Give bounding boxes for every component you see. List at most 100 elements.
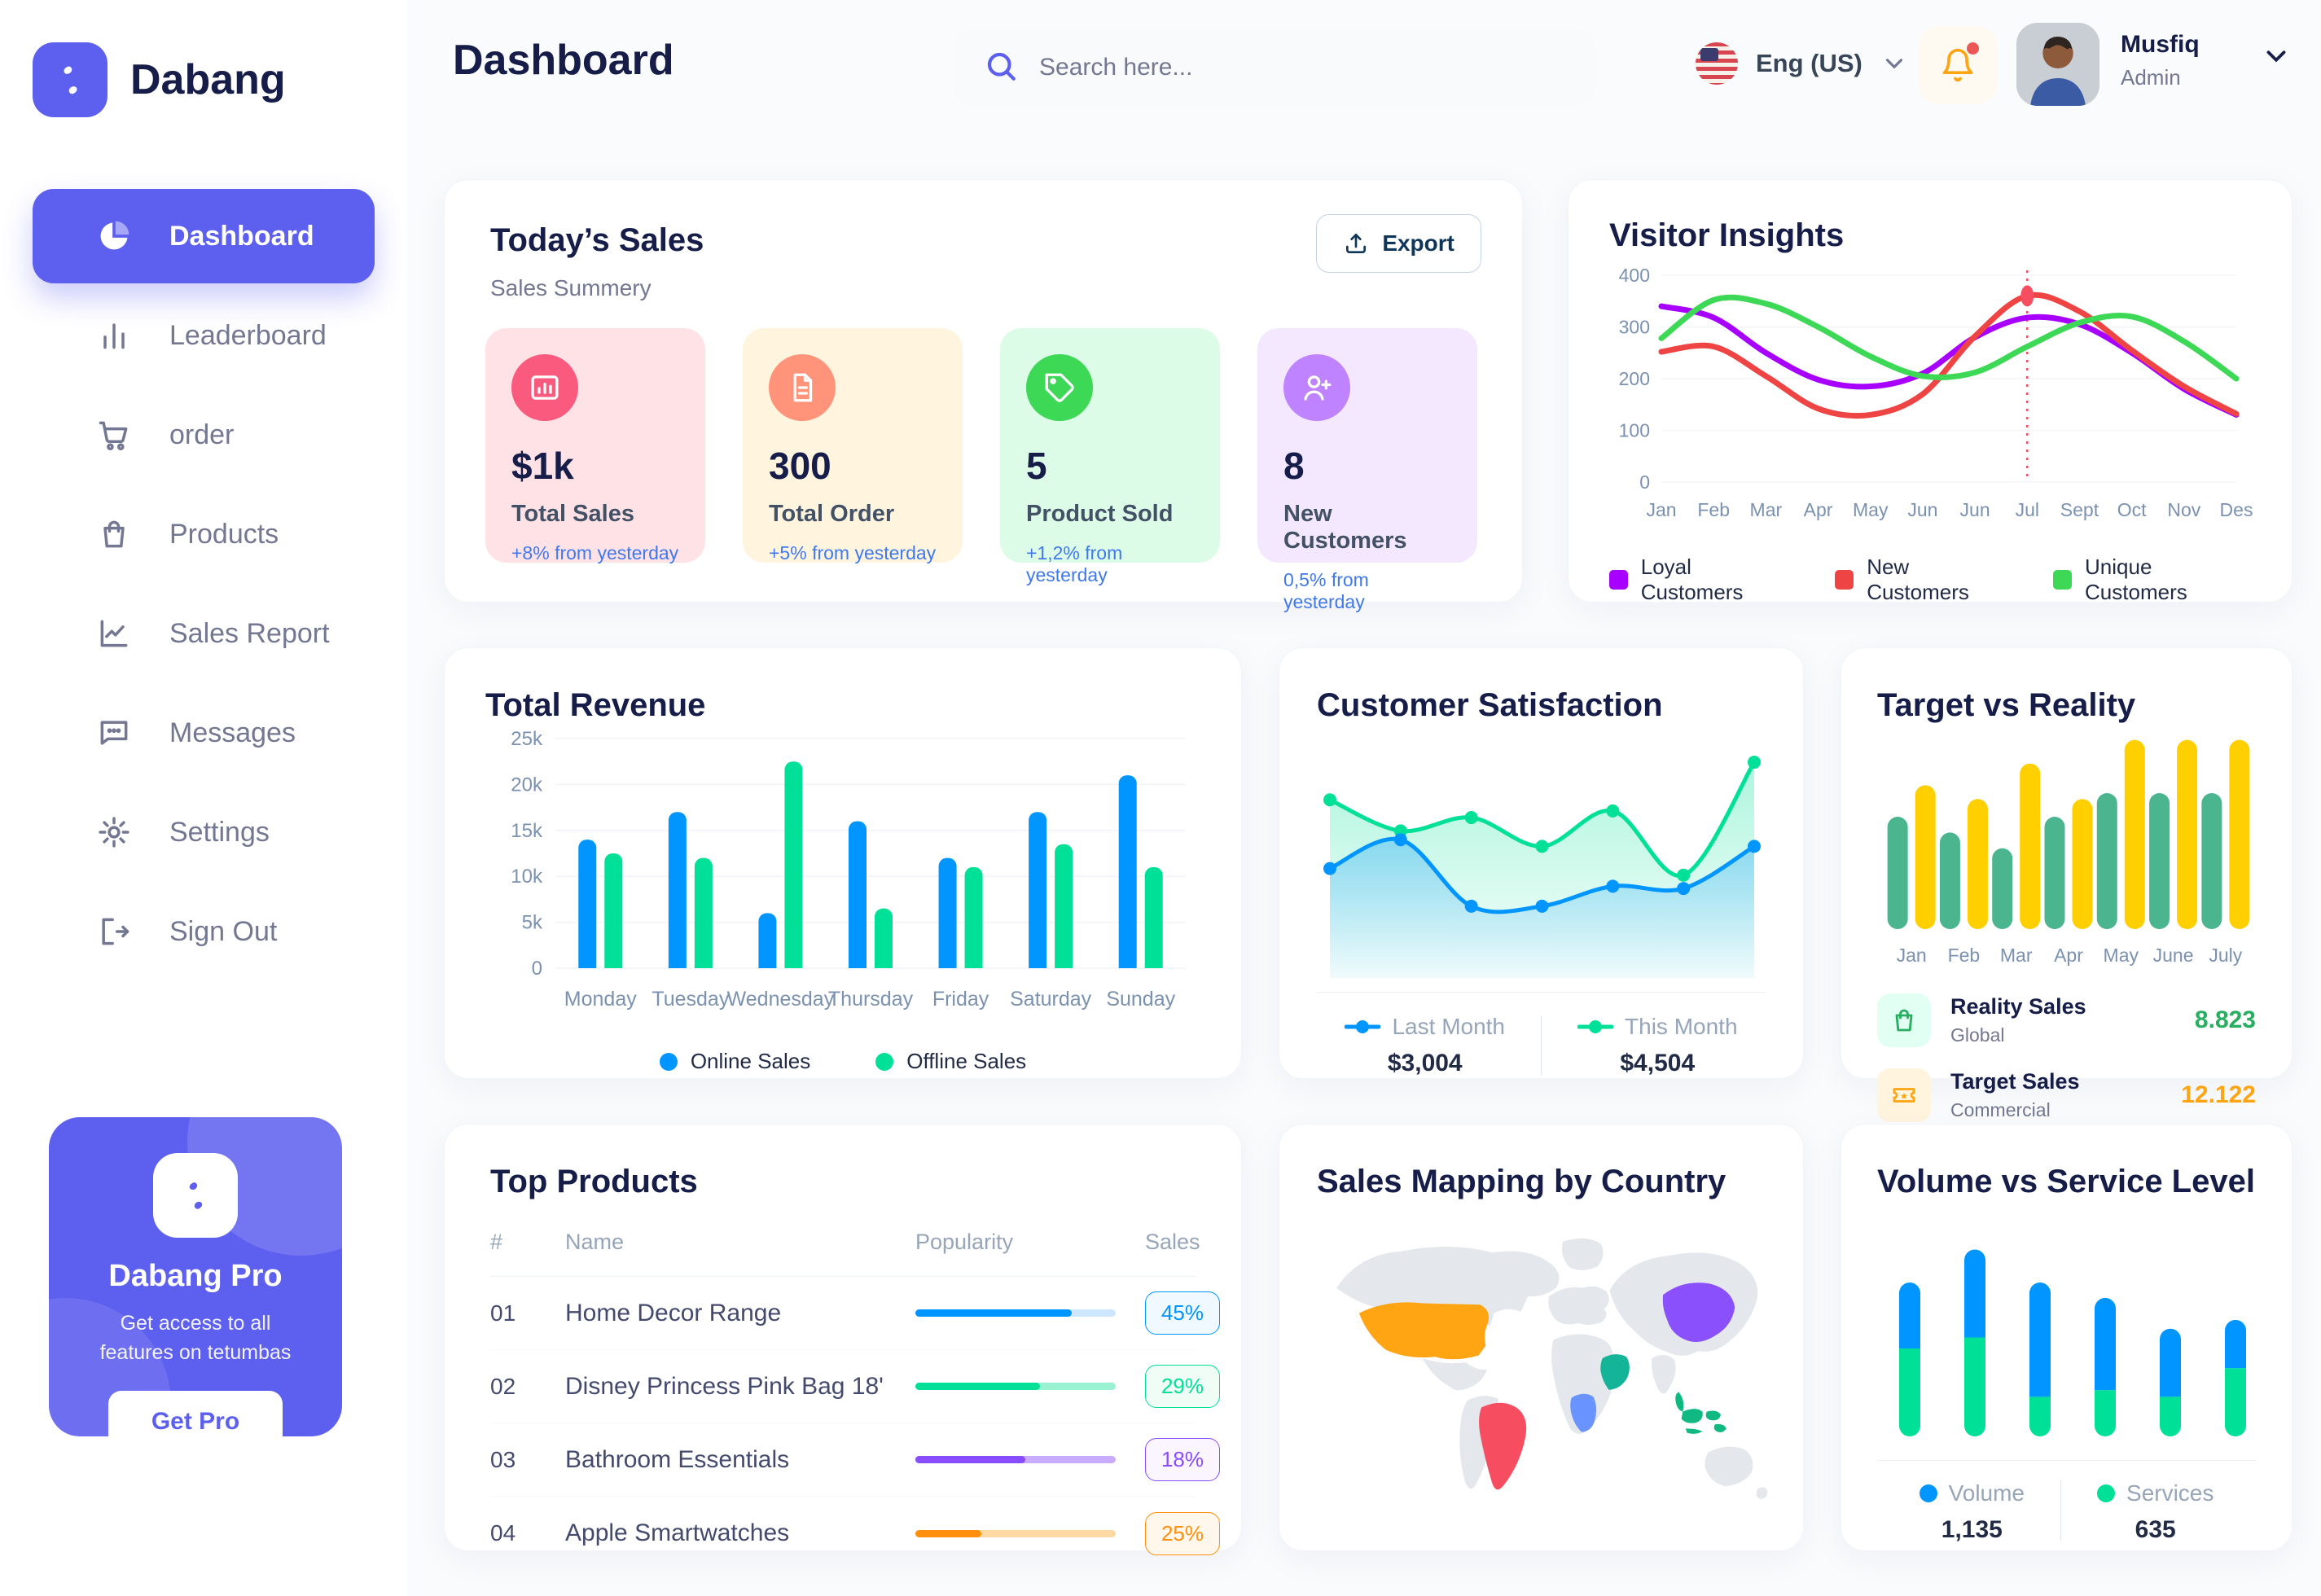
product-num: 03 (490, 1446, 516, 1472)
legend-label: Services (2126, 1480, 2214, 1506)
sidebar-item-messages[interactable]: Messages (33, 686, 375, 780)
export-button[interactable]: Export (1316, 214, 1481, 273)
stat-delta: +1,2% from yesterday (1026, 542, 1123, 585)
stat-card-product-sold[interactable]: 5 Product Sold +1,2% from yesterday (1000, 328, 1220, 585)
bag-icon (96, 516, 132, 552)
stat-label: Total Sales (511, 501, 634, 527)
sidebar-item-label: Settings (169, 816, 270, 848)
pie-chart-icon (96, 218, 132, 254)
legend-item-unique-customers: Unique Customers (2053, 555, 2251, 605)
sidebar-menu: Dashboard Leaderboard order Products Sales R… (0, 189, 407, 984)
svg-text:400: 400 (1619, 265, 1650, 286)
svg-text:10k: 10k (511, 866, 543, 888)
ticket-icon (1877, 1068, 1931, 1122)
get-pro-button[interactable]: Get Pro (108, 1390, 283, 1436)
svg-text:May: May (2104, 945, 2139, 966)
svg-text:Oct: Oct (2117, 499, 2147, 520)
stat-label: Product Sold (1026, 501, 1174, 527)
sidebar-item-order[interactable]: order (33, 388, 375, 482)
legend-item-top: Services (2097, 1480, 2214, 1506)
profile-chevron-down-icon[interactable] (2261, 41, 2292, 76)
gear-icon (96, 814, 132, 850)
legend-text: Target Sales Commercial (1950, 1069, 2080, 1121)
sidebar-item-dashboard[interactable]: Dashboard (33, 189, 375, 283)
volume-service-chart (1877, 1200, 2256, 1457)
country-saudi-arabia[interactable] (1600, 1354, 1630, 1390)
product-num: 02 (490, 1373, 516, 1399)
bell-icon (1942, 48, 1973, 81)
legend-dot (875, 1052, 894, 1071)
country-united-states[interactable] (1358, 1302, 1489, 1360)
pro-title: Dabang Pro (108, 1259, 283, 1293)
pro-logo-icon (153, 1153, 238, 1238)
total-revenue-chart: 0 5k 10k 15k 20k 25k Monday Tuesday Wednesday Thu… (485, 724, 1200, 1047)
column-header-sales: Sales (1145, 1230, 1200, 1254)
svg-text:Jun: Jun (1907, 499, 1937, 520)
sales-map-card: Sales Mapping by Country (1279, 1124, 1804, 1551)
search-bar (953, 29, 1596, 106)
svg-text:5k: 5k (522, 912, 543, 934)
language-label: Eng (US) (1756, 49, 1863, 77)
stat-delta: +5% from yesterday (769, 542, 937, 563)
country-china[interactable] (1662, 1282, 1735, 1342)
total-revenue-title: Total Revenue (485, 687, 706, 723)
search-input[interactable] (1039, 54, 1565, 81)
volume-service-title: Volume vs Service Level (1877, 1164, 2255, 1199)
svg-text:Jan: Jan (1897, 945, 1927, 966)
sales-badge: 18% (1145, 1438, 1220, 1481)
sidebar-item-sales-report[interactable]: Sales Report (33, 586, 375, 681)
language-selector[interactable]: Eng (US) (1696, 42, 1908, 85)
export-icon (1346, 234, 1367, 253)
svg-text:Thursday: Thursday (828, 988, 914, 1011)
stat-card-total-sales[interactable]: $1k Total Sales +8% from yesterday (485, 328, 705, 563)
svg-text:Feb: Feb (1948, 945, 1981, 966)
stat-card-total-order[interactable]: 300 Total Order +5% from yesterday (743, 328, 963, 563)
table-row[interactable]: 03 Bathroom Essentials 18% (490, 1423, 1220, 1497)
svg-text:0: 0 (1639, 471, 1650, 493)
brand[interactable]: Dabang (33, 42, 286, 117)
sidebar-item-products[interactable]: Products (33, 487, 375, 581)
legend-swatch (2053, 570, 2073, 590)
dabang-logo-icon (33, 42, 107, 117)
svg-text:Friday: Friday (932, 988, 989, 1011)
popularity-fill (915, 1529, 982, 1537)
country-indonesia[interactable] (1675, 1392, 1726, 1434)
legend-name: Reality Sales (1950, 994, 2086, 1019)
product-name: Bathroom Essentials (565, 1445, 790, 1473)
legend-label: Offline Sales (906, 1049, 1027, 1073)
cart-icon (96, 417, 132, 453)
svg-text:July: July (2209, 945, 2242, 966)
sidebar-item-label: Leaderboard (169, 319, 327, 351)
stat-bar-chart-icon (511, 354, 578, 421)
bag-small-icon (1877, 993, 1931, 1047)
sidebar-item-sign-out[interactable]: Sign Out (33, 884, 375, 979)
stat-card-new-customers[interactable]: 8 New Customers 0,5% from yesterday (1257, 328, 1477, 612)
visitor-insights-title: Visitor Insights (1609, 217, 1845, 253)
sidebar-item-settings[interactable]: Settings (33, 785, 375, 879)
table-row[interactable]: 02 Disney Princess Pink Bag 18' 29% (490, 1350, 1220, 1423)
sidebar-item-leaderboard[interactable]: Leaderboard (33, 288, 375, 383)
svg-text:May: May (1853, 499, 1889, 520)
country-brazil[interactable] (1479, 1402, 1527, 1490)
column-header-name: Name (565, 1230, 625, 1254)
legend-item-loyal-customers: Loyal Customers (1609, 555, 1791, 605)
table-row[interactable]: 01 Home Decor Range 45% (490, 1277, 1220, 1350)
export-label: Export (1382, 230, 1454, 256)
avatar[interactable] (2016, 23, 2099, 106)
search-icon (984, 49, 1018, 87)
visitor-insights-legend: Loyal Customers New Customers Unique Custo… (1609, 555, 2251, 605)
column-header-popularity: Popularity (915, 1230, 1014, 1254)
country-dr-congo[interactable] (1570, 1393, 1597, 1432)
table-row[interactable]: 04 Apple Smartwatches 25% (490, 1497, 1220, 1570)
legend-item-volume: Volume 1,135 (1919, 1480, 2025, 1544)
product-num: 01 (490, 1300, 516, 1326)
notifications-button[interactable] (1919, 26, 1997, 104)
popularity-bar (915, 1383, 1116, 1390)
customer-satisfaction-title: Customer Satisfaction (1317, 687, 1663, 723)
svg-text:Mar: Mar (1750, 499, 1783, 520)
stat-card-row: $1k Total Sales +8% from yesterday 300 Total… (485, 328, 1477, 612)
legend-value: $3,004 (1387, 1050, 1463, 1076)
profile-meta: Musfiq Admin (2121, 31, 2200, 90)
legend-row-reality-sales: Reality Sales Global 8.823 (1877, 993, 2256, 1047)
